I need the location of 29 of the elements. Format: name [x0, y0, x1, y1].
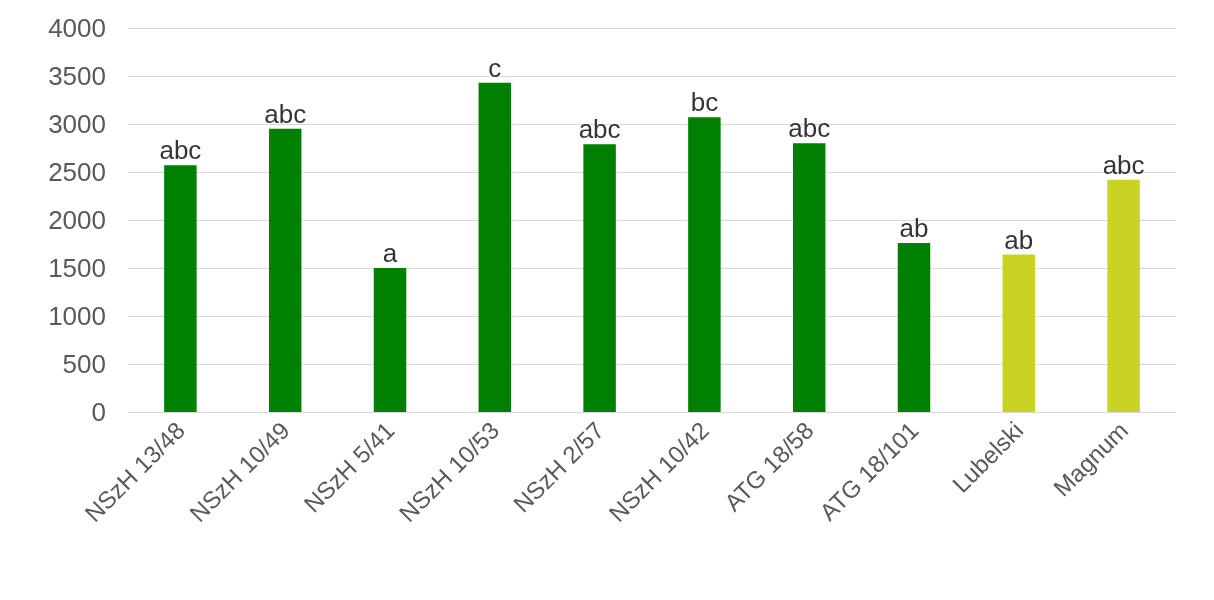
y-tick-label: 3500 — [48, 61, 106, 91]
annotation: c — [488, 52, 502, 83]
bar — [792, 143, 826, 412]
annotation: abc — [159, 135, 202, 166]
bar — [268, 128, 302, 412]
annotation: abc — [1102, 149, 1145, 180]
annotation: abc — [264, 98, 307, 129]
annotation: abc — [578, 114, 621, 145]
bar — [478, 82, 512, 412]
bar — [373, 268, 407, 412]
bar — [897, 243, 931, 412]
annotation: ab — [899, 213, 929, 244]
y-tick-label: 2500 — [48, 157, 106, 187]
y-tick-label: 3000 — [48, 109, 106, 139]
annotation: ab — [1004, 224, 1034, 255]
bar — [164, 165, 197, 412]
y-tick-label: 500 — [62, 349, 106, 379]
annotation: a — [382, 238, 398, 268]
annotation: abc — [788, 113, 831, 144]
y-tick-label: 1000 — [48, 301, 106, 331]
bar — [1002, 254, 1036, 412]
y-tick-label: 0 — [91, 397, 106, 427]
annotation: bc — [690, 87, 719, 118]
bar — [688, 117, 721, 412]
y-tick-label: 2000 — [48, 205, 106, 235]
y-tick-label: 4000 — [48, 13, 106, 43]
bar — [583, 144, 616, 412]
bar — [1107, 179, 1140, 412]
y-tick-label: 1500 — [48, 253, 106, 283]
